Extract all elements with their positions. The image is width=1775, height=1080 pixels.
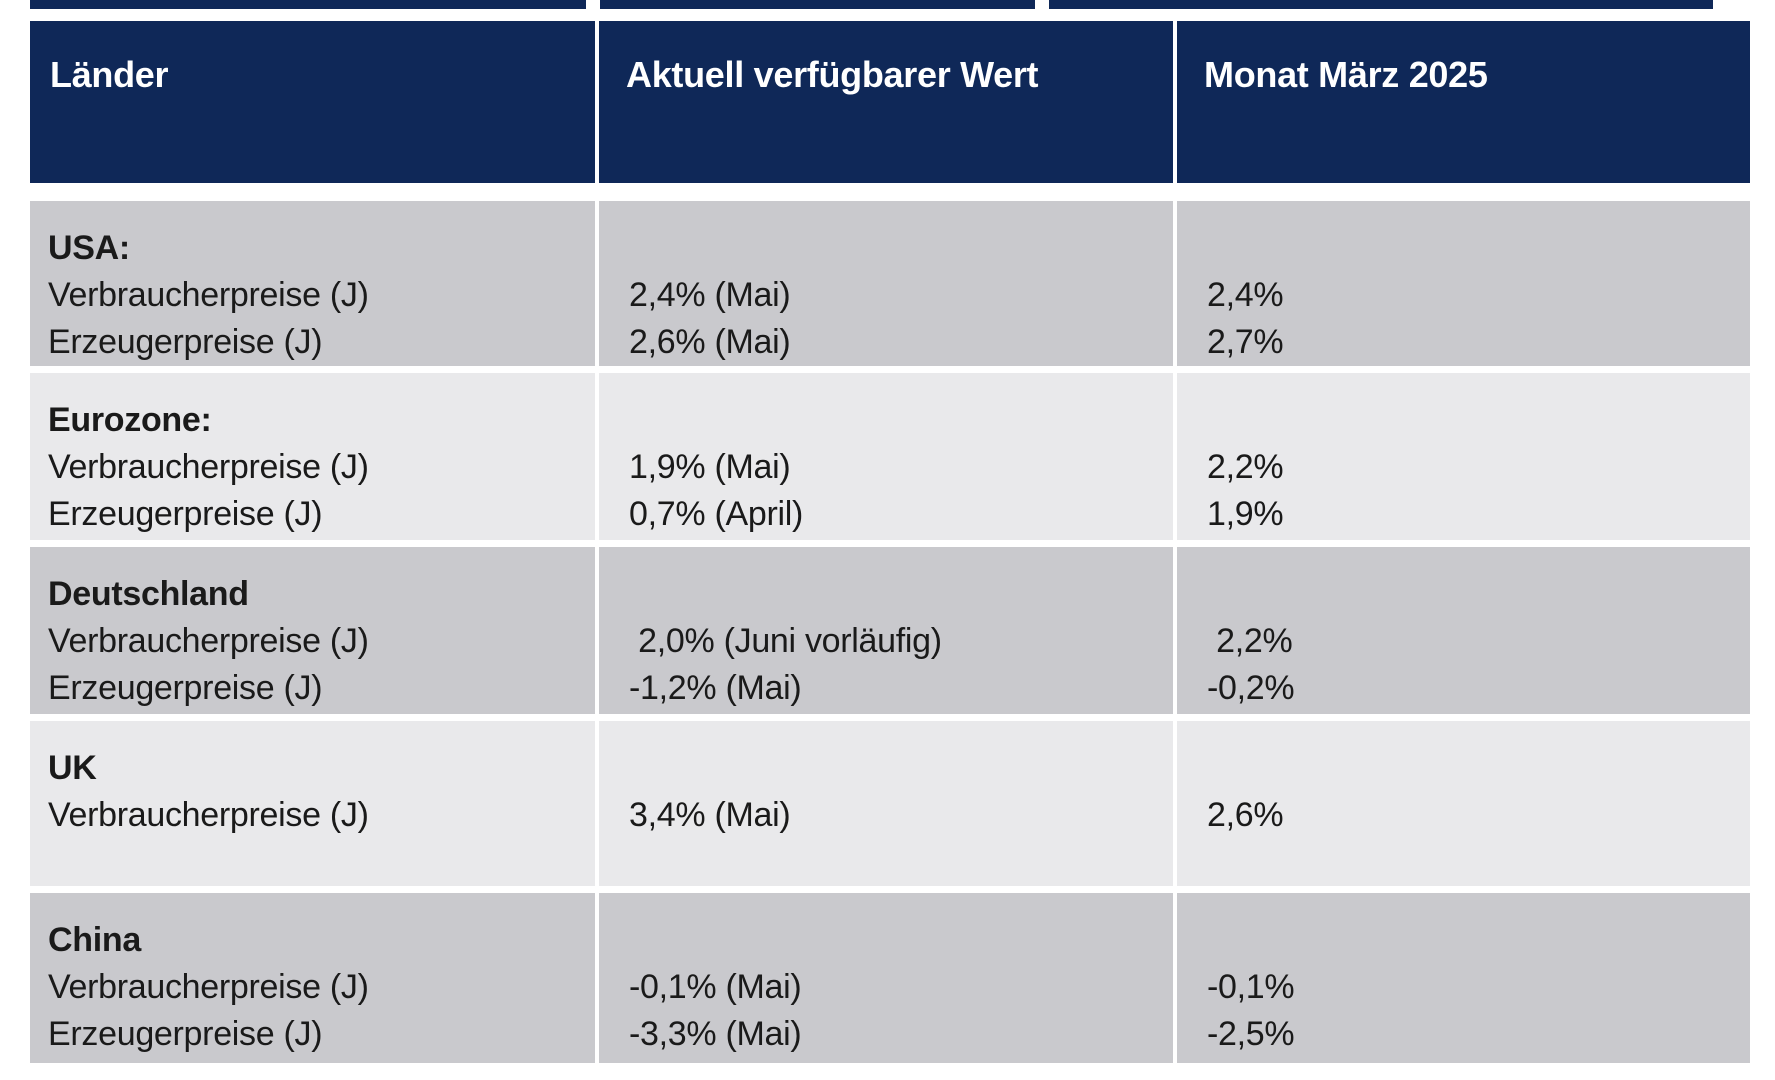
current-value: 3,4% (Mai) bbox=[629, 796, 791, 834]
line-spacer bbox=[629, 225, 1163, 272]
country-cell: UK Verbraucherpreise (J) bbox=[30, 721, 595, 886]
top-edge-bar-segment-3 bbox=[1049, 0, 1713, 9]
header-label: Länder bbox=[50, 54, 169, 95]
march-value: 2,6% bbox=[1207, 796, 1284, 834]
metric-label: Erzeugerpreise (J) bbox=[48, 669, 323, 707]
inflation-table: Länder Aktuell verfügbarer Wert Monat Mä… bbox=[30, 21, 1750, 1063]
metric-label: Verbraucherpreise (J) bbox=[48, 448, 369, 486]
march-value: -0,1% bbox=[1207, 968, 1295, 1006]
country-label: China bbox=[48, 921, 141, 959]
country-cell: Eurozone: Verbraucherpreise (J) Erzeuger… bbox=[30, 373, 595, 540]
country-label: UK bbox=[48, 749, 97, 787]
march-value-cell: 2,6% bbox=[1177, 721, 1750, 886]
current-value-cell: 1,9% (Mai) 0,7% (April) bbox=[599, 373, 1173, 540]
line-spacer bbox=[629, 745, 1163, 792]
country-cell: USA: Verbraucherpreise (J) Erzeugerpreis… bbox=[30, 201, 595, 366]
metric-label: Erzeugerpreise (J) bbox=[48, 323, 323, 361]
current-value-cell: 2,0% (Juni vorläufig) -1,2% (Mai) bbox=[599, 547, 1173, 714]
march-value: 2,4% bbox=[1207, 276, 1284, 314]
march-value: -0,2% bbox=[1207, 669, 1295, 707]
line-spacer bbox=[1207, 397, 1740, 444]
line-spacer bbox=[629, 917, 1163, 964]
current-value: -1,2% (Mai) bbox=[629, 669, 802, 707]
top-edge-bar-segment-1 bbox=[30, 0, 586, 9]
table-row-deutschland: Deutschland Verbraucherpreise (J) Erzeug… bbox=[30, 547, 1750, 714]
country-label: Deutschland bbox=[48, 575, 249, 613]
current-value-cell: 2,4% (Mai) 2,6% (Mai) bbox=[599, 201, 1173, 366]
top-edge-bar-segment-2 bbox=[600, 0, 1035, 9]
march-value-cell: 2,4% 2,7% bbox=[1177, 201, 1750, 366]
table-header-row: Länder Aktuell verfügbarer Wert Monat Mä… bbox=[30, 21, 1750, 183]
line-spacer bbox=[1207, 917, 1740, 964]
march-value: 2,2% bbox=[1207, 622, 1293, 660]
metric-label: Verbraucherpreise (J) bbox=[48, 276, 369, 314]
line-spacer bbox=[1207, 571, 1740, 618]
country-label: Eurozone: bbox=[48, 401, 212, 439]
table-row-china: China Verbraucherpreise (J) Erzeugerprei… bbox=[30, 893, 1750, 1063]
current-value: -3,3% (Mai) bbox=[629, 1015, 802, 1053]
march-value: 1,9% bbox=[1207, 495, 1284, 533]
current-value: 0,7% (April) bbox=[629, 495, 804, 533]
line-spacer bbox=[1207, 745, 1740, 792]
metric-label: Erzeugerpreise (J) bbox=[48, 1015, 323, 1053]
line-spacer bbox=[1207, 225, 1740, 272]
header-label: Monat März 2025 bbox=[1204, 54, 1488, 95]
table-row-usa: USA: Verbraucherpreise (J) Erzeugerpreis… bbox=[30, 201, 1750, 366]
metric-label: Verbraucherpreise (J) bbox=[48, 796, 369, 834]
march-value: 2,7% bbox=[1207, 323, 1284, 361]
current-value-cell: 3,4% (Mai) bbox=[599, 721, 1173, 886]
march-value-cell: 2,2% -0,2% bbox=[1177, 547, 1750, 714]
header-cell-laender: Länder bbox=[30, 21, 595, 183]
header-cell-monat-maerz-2025: Monat März 2025 bbox=[1177, 21, 1750, 183]
metric-label: Verbraucherpreise (J) bbox=[48, 968, 369, 1006]
march-value: -2,5% bbox=[1207, 1015, 1295, 1053]
header-label: Aktuell verfügbarer Wert bbox=[626, 54, 1039, 95]
country-cell: Deutschland Verbraucherpreise (J) Erzeug… bbox=[30, 547, 595, 714]
current-value: 2,6% (Mai) bbox=[629, 323, 791, 361]
country-cell: China Verbraucherpreise (J) Erzeugerprei… bbox=[30, 893, 595, 1063]
current-value: -0,1% (Mai) bbox=[629, 968, 802, 1006]
march-value-cell: 2,2% 1,9% bbox=[1177, 373, 1750, 540]
line-spacer bbox=[629, 397, 1163, 444]
country-label: USA: bbox=[48, 229, 130, 267]
current-value: 2,4% (Mai) bbox=[629, 276, 791, 314]
table-row-uk: UK Verbraucherpreise (J) 3,4% (Mai) 2,6% bbox=[30, 721, 1750, 886]
line-spacer bbox=[629, 571, 1163, 618]
current-value-cell: -0,1% (Mai) -3,3% (Mai) bbox=[599, 893, 1173, 1063]
current-value: 2,0% (Juni vorläufig) bbox=[629, 622, 942, 660]
table-row-eurozone: Eurozone: Verbraucherpreise (J) Erzeuger… bbox=[30, 373, 1750, 540]
march-value: 2,2% bbox=[1207, 448, 1284, 486]
march-value-cell: -0,1% -2,5% bbox=[1177, 893, 1750, 1063]
metric-label: Erzeugerpreise (J) bbox=[48, 495, 323, 533]
metric-label: Verbraucherpreise (J) bbox=[48, 622, 369, 660]
header-cell-aktuell-verfuegbarer-wert: Aktuell verfügbarer Wert bbox=[599, 21, 1173, 183]
current-value: 1,9% (Mai) bbox=[629, 448, 791, 486]
